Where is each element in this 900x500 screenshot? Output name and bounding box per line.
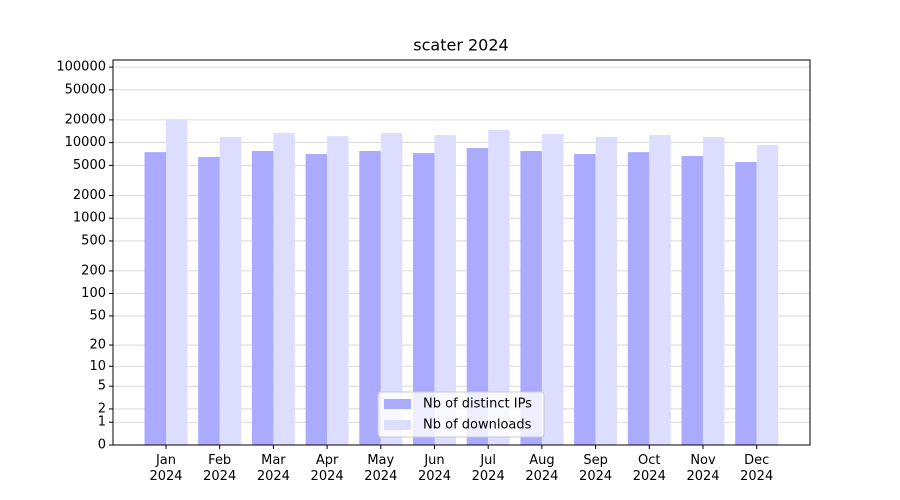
legend-label: Nb of distinct IPs — [423, 397, 532, 412]
bar — [541, 134, 564, 446]
bar — [595, 136, 618, 445]
bar — [681, 156, 703, 445]
bar — [273, 133, 295, 445]
y-tick-label: 500 — [81, 233, 106, 248]
x-tick-label: May 2024 — [364, 453, 398, 484]
bar — [756, 145, 779, 445]
plot-frame — [112, 59, 811, 446]
y-tick-label: 2 — [98, 401, 106, 416]
y-tick-label: 200 — [81, 263, 106, 278]
y-tick-label: 100000 — [56, 60, 106, 75]
legend: Nb of distinct IPs Nb of downloads — [377, 391, 545, 438]
bar — [380, 133, 403, 445]
chart-title: scater 2024 — [413, 36, 508, 55]
x-tick-label: Jan 2024 — [149, 453, 183, 484]
bar — [251, 151, 274, 445]
bar — [144, 152, 166, 446]
y-tick-label: 50 — [89, 308, 106, 323]
y-tick-label: 20 — [89, 338, 106, 353]
bar — [413, 153, 435, 445]
bar — [219, 136, 242, 445]
bar — [488, 130, 510, 446]
bar — [327, 136, 349, 445]
legend-swatch — [384, 420, 411, 430]
bar — [359, 151, 381, 445]
x-tick-label: Jul 2024 — [471, 453, 505, 484]
bar — [198, 157, 220, 445]
x-tick-label: Apr 2024 — [310, 453, 344, 484]
y-tick-label: 10 — [89, 359, 106, 374]
bar — [735, 162, 757, 445]
y-tick-label: 1 — [98, 415, 106, 430]
bar — [305, 154, 328, 445]
y-tick-label: 50000 — [65, 82, 106, 97]
y-tick-label: 20000 — [65, 112, 106, 127]
bar — [627, 152, 650, 446]
y-tick-label: 0 — [98, 438, 106, 453]
x-tick-label: Aug 2024 — [525, 453, 559, 484]
x-tick-label: Nov 2024 — [686, 453, 720, 484]
y-tick-label: 2000 — [73, 188, 106, 203]
x-tick-label: Jun 2024 — [417, 453, 452, 484]
legend-swatch — [384, 399, 411, 409]
y-tick-label: 10000 — [65, 135, 106, 150]
x-tick-label: Dec 2024 — [740, 453, 774, 484]
x-tick-label: Feb 2024 — [203, 453, 237, 484]
bar — [703, 136, 725, 445]
y-tick-label: 100 — [81, 286, 106, 301]
bar — [574, 154, 596, 445]
bar — [434, 135, 456, 445]
x-tick-label: Oct 2024 — [632, 453, 666, 484]
x-tick-label: Sep 2024 — [579, 453, 613, 484]
legend-box — [377, 391, 545, 438]
y-tick-label: 5000 — [73, 158, 106, 173]
bar — [166, 119, 188, 445]
bar — [520, 151, 542, 445]
bar — [649, 135, 671, 445]
y-tick-label: 1000 — [73, 211, 106, 226]
x-tick-label: Mar 2024 — [256, 453, 290, 484]
legend-label: Nb of downloads — [423, 418, 532, 433]
y-tick-label: 5 — [98, 379, 106, 394]
bar — [466, 148, 489, 445]
